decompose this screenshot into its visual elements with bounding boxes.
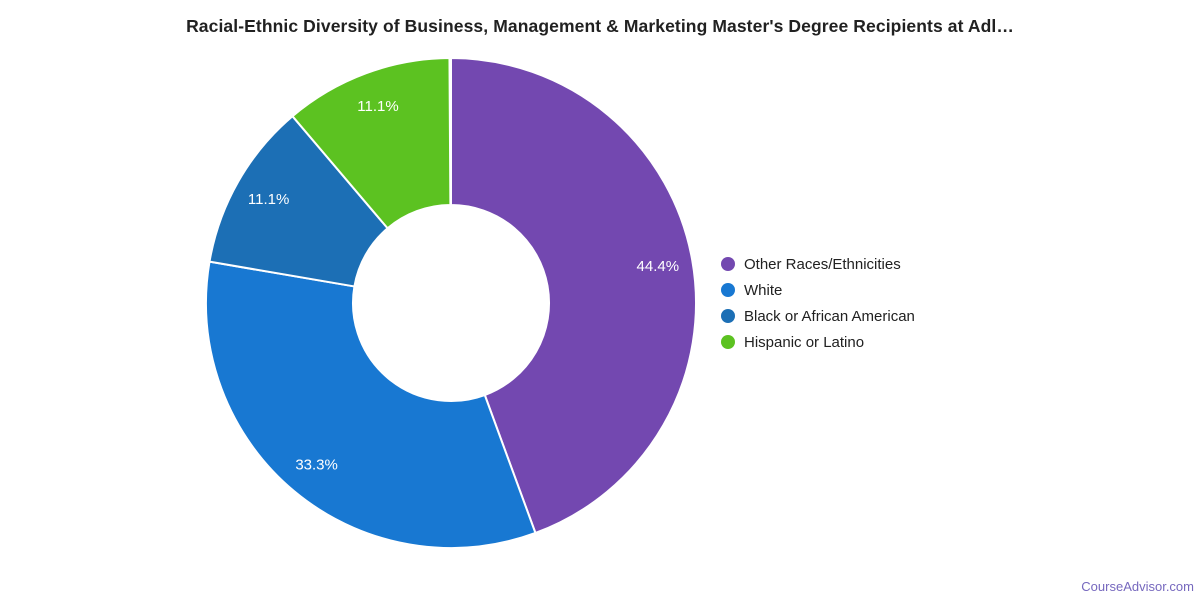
watermark-link[interactable]: CourseAdvisor.com [1081, 579, 1194, 594]
legend-label: White [744, 281, 783, 299]
pie-slice-value-label: 33.3% [295, 456, 338, 473]
legend-swatch-icon [721, 257, 735, 271]
pie-slice-labels-group: 44.4% 33.3% 11.1% 11.1% [248, 98, 679, 473]
legend-item-white[interactable]: White [721, 277, 915, 303]
legend-swatch-icon [721, 335, 735, 349]
pie-slice-hispanic-or-latino[interactable] [291, 57, 452, 230]
pie-slice-value-label: 11.1% [248, 191, 289, 208]
legend-label: Hispanic or Latino [744, 333, 865, 351]
legend: Other Races/Ethnicities White Black or Afr… [721, 251, 915, 355]
pie-slice-value-label: 11.1% [357, 98, 398, 115]
pie-slice-value-label: 44.4% [637, 258, 680, 275]
legend-item-hispanic-or-latino[interactable]: Hispanic or Latino [721, 329, 915, 355]
chart-title: Racial-Ethnic Diversity of Business, Man… [186, 16, 1014, 36]
pie-slices-group [205, 57, 697, 549]
legend-label: Black or African American [744, 307, 915, 325]
legend-label: Other Races/Ethnicities [744, 255, 901, 273]
legend-swatch-icon [721, 309, 735, 323]
legend-item-black-or-african-american[interactable]: Black or African American [721, 303, 915, 329]
legend-swatch-icon [721, 283, 735, 297]
pie-slice-other-races-ethnicities[interactable] [450, 57, 697, 534]
pie-slice-black-or-african-american[interactable] [208, 115, 389, 288]
legend-item-other-races-ethnicities[interactable]: Other Races/Ethnicities [721, 251, 915, 277]
pie-slice-white[interactable] [205, 260, 537, 549]
